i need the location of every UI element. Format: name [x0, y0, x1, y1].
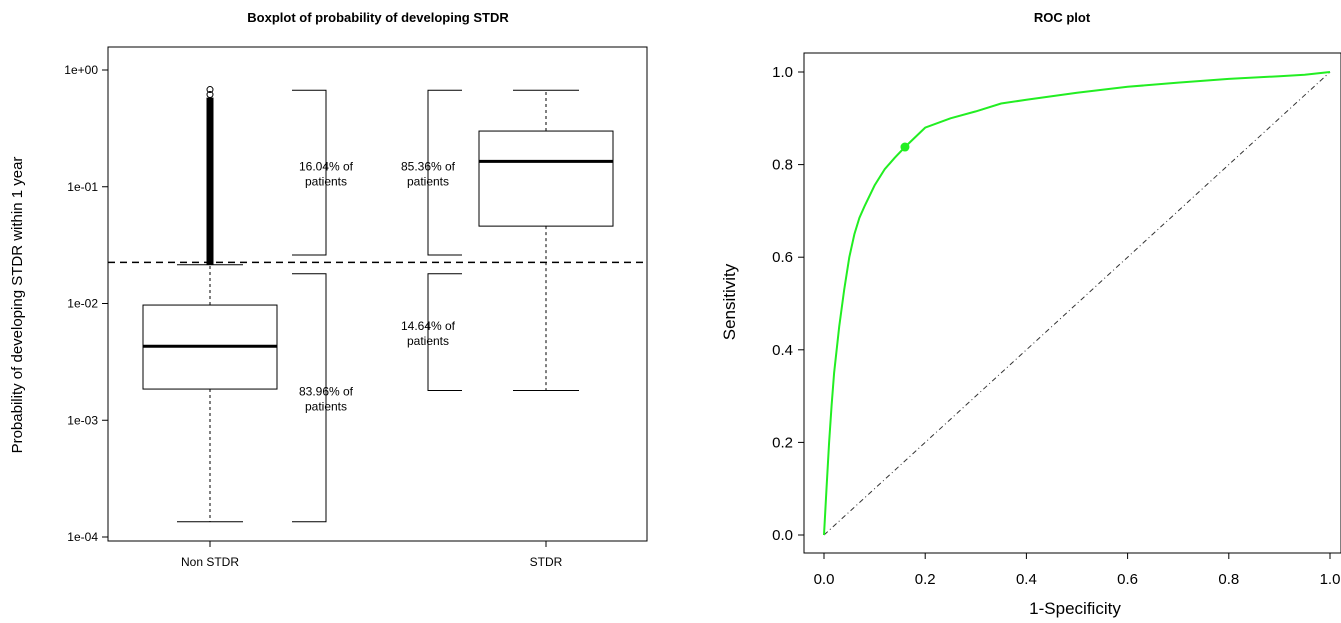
roc-frame: [803, 52, 1341, 554]
roc-ylabel: Sensitivity: [720, 263, 739, 340]
roc-x-tick-label: 0.0: [814, 571, 835, 588]
bracket-label-line2: patients: [305, 175, 347, 189]
roc-x-tick-label: 1.0: [1320, 571, 1341, 588]
boxplot-x-axis: Non STDR STDR: [181, 541, 563, 569]
boxplot-x-tick-label: Non STDR: [181, 555, 239, 569]
roc-panel: ROC plot Sensitivity 1-Specificity 0.00.…: [720, 10, 1341, 618]
roc-cutoff-point: [900, 142, 910, 152]
boxplot-y-tick-label: 1e-01: [67, 180, 98, 194]
boxplot-title: Boxplot of probability of developing STD…: [247, 10, 509, 25]
roc-x-tick-label: 0.2: [915, 571, 936, 588]
bracket: [292, 273, 327, 523]
roc-title: ROC plot: [1034, 10, 1091, 25]
boxplot-x-tick-label: STDR: [530, 555, 563, 569]
box-iqr: [478, 130, 614, 227]
bracket-label-line2: patients: [407, 175, 449, 189]
roc-x-tick-label: 0.4: [1016, 571, 1037, 588]
bracket: [427, 273, 462, 391]
roc-y-tick-label: 0.8: [772, 157, 793, 174]
box-outlier-point: [206, 86, 214, 94]
boxplot-y-tick-label: 1e-03: [67, 413, 98, 427]
roc-y-axis: 0.0 0.2 0.4 0.6 0.8 1.0: [772, 64, 804, 544]
bracket-label-line2: patients: [407, 334, 449, 348]
bracket-label-line1: 83.96% of: [299, 385, 354, 399]
roc-reference-line: [823, 71, 1331, 536]
roc-xlabel: 1-Specificity: [1029, 599, 1121, 618]
bracket-label-line1: 14.64% of: [401, 319, 456, 333]
boxplot-ylabel: Probability of developing STDR within 1 …: [9, 157, 26, 454]
boxplot-y-tick-label: 1e+00: [64, 63, 98, 77]
roc-y-tick-label: 0.0: [772, 527, 793, 544]
roc-x-tick-label: 0.6: [1117, 571, 1138, 588]
boxplot-frame: [107, 46, 648, 542]
boxplot-panel: Boxplot of probability of developing STD…: [9, 10, 648, 569]
bracket-label-line1: 85.36% of: [401, 160, 456, 174]
boxplot-y-axis: 1e-04 1e-03 1e-02 1e-01 1e+00: [64, 63, 108, 544]
boxplot-y-tick-label: 1e-02: [67, 297, 98, 311]
bracket: [427, 89, 462, 256]
bracket: [292, 89, 327, 256]
bracket-label-line2: patients: [305, 400, 347, 414]
boxplot-y-tick-label: 1e-04: [67, 530, 98, 544]
roc-curve: [823, 71, 1331, 536]
roc-y-tick-label: 0.4: [772, 342, 793, 359]
box-outlier-point: [206, 91, 214, 99]
boxplot-boxes: [142, 86, 614, 523]
roc-y-tick-label: 0.6: [772, 249, 793, 266]
roc-x-axis: 0.0 0.2 0.4 0.6 0.8 1.0: [814, 553, 1341, 588]
bracket-label-line1: 16.04% of: [299, 160, 354, 174]
roc-y-tick-label: 0.2: [772, 434, 793, 451]
roc-y-tick-label: 1.0: [772, 64, 793, 81]
roc-x-tick-label: 0.8: [1218, 571, 1239, 588]
